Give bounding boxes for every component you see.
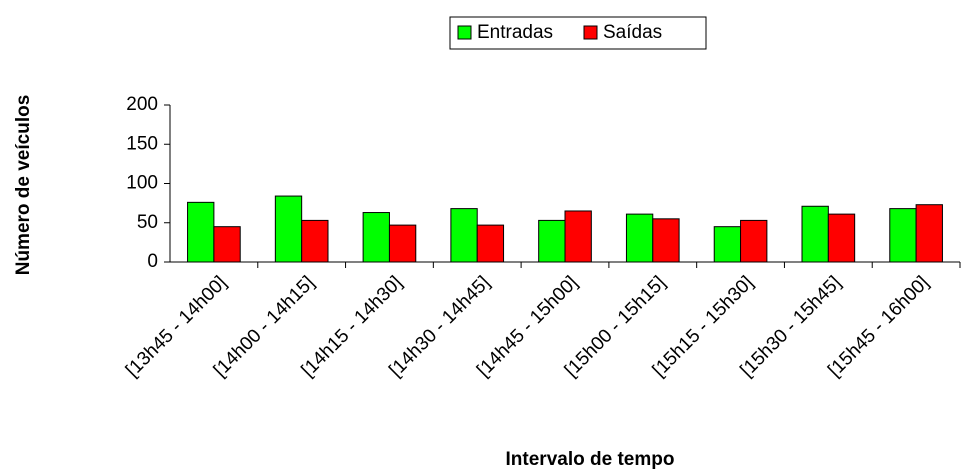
- bar: [740, 219, 768, 263]
- y-tick-label: 150: [126, 133, 158, 154]
- bar: [538, 219, 566, 263]
- bar: [827, 213, 856, 263]
- bar: [801, 205, 829, 263]
- y-tick-label: 50: [137, 212, 158, 233]
- bar: [362, 212, 390, 263]
- bar: [915, 204, 943, 263]
- bar: [476, 224, 505, 263]
- legend-label: Saídas: [603, 22, 662, 43]
- legend-label: Entradas: [477, 22, 553, 43]
- bar: [187, 201, 215, 263]
- bar: [652, 218, 680, 263]
- legend-swatch: [457, 25, 472, 40]
- bar: [625, 213, 654, 263]
- y-tick-label: 100: [126, 173, 158, 194]
- bar: [889, 208, 917, 263]
- y-axis-title: Número de veículos: [13, 95, 34, 276]
- y-tick-label: 0: [147, 251, 158, 272]
- bar: [388, 224, 417, 263]
- x-axis-title: Intervalo de tempo: [506, 449, 675, 470]
- bar: [274, 195, 303, 263]
- y-tick-label: 200: [126, 94, 158, 115]
- legend-swatch: [583, 25, 598, 40]
- bar: [213, 226, 241, 263]
- bar: [450, 208, 478, 263]
- legend-box: [449, 16, 707, 50]
- bar: [713, 226, 742, 263]
- bar: [564, 210, 592, 263]
- bar: [301, 219, 329, 263]
